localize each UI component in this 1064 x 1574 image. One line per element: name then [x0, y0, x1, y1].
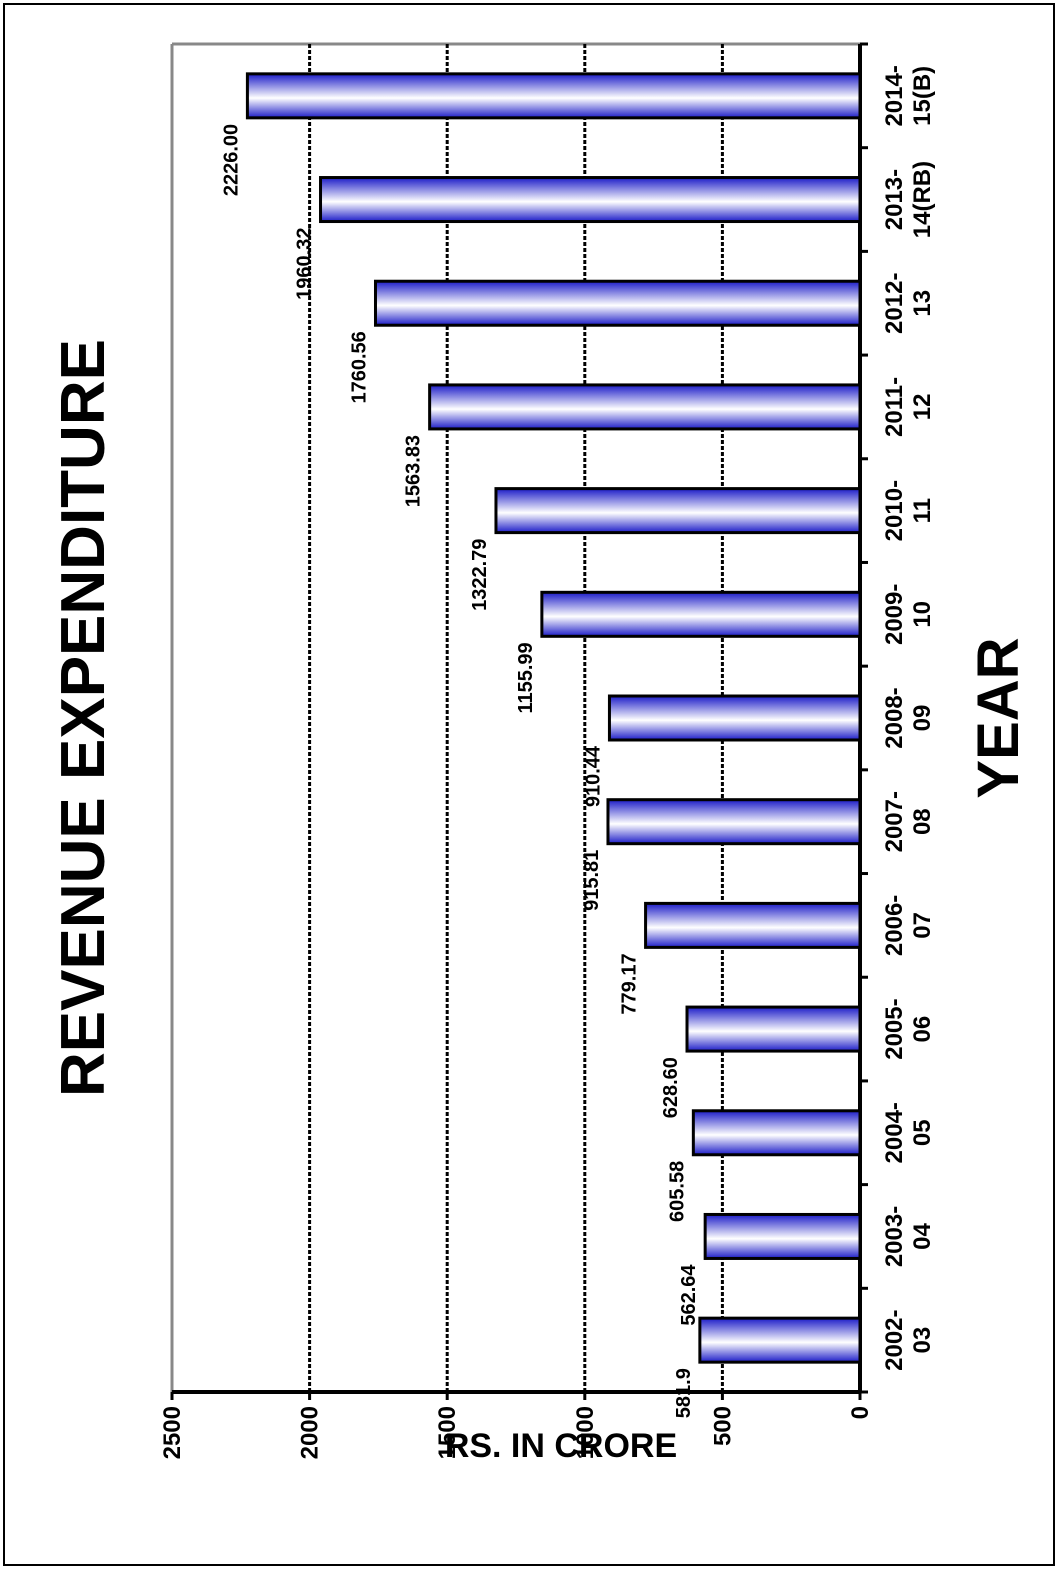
bar-7 [540, 590, 862, 638]
bar-6 [607, 694, 862, 742]
y-axis-label: RS. IN CRORE [445, 1427, 677, 1465]
x-axis-label: YEAR [966, 637, 1031, 798]
x-tick-label-year: 2013- [881, 169, 908, 230]
bar-value-label: 1960.32 [294, 228, 316, 300]
bar-value-label: 1563.83 [403, 435, 425, 507]
y-tick-label: 2000 [297, 1406, 324, 1459]
x-tick-label-suffix: 03 [909, 1327, 936, 1354]
x-tick-label-suffix: 04 [909, 1222, 936, 1249]
bar-value-label: 581.9 [673, 1368, 695, 1418]
bar-value-label: 779.17 [619, 953, 641, 1014]
x-tick-label-year: 2004- [881, 1102, 908, 1163]
bar-5 [606, 798, 862, 846]
x-tick-label-suffix: 10 [909, 601, 936, 628]
x-tick-label-year: 2011- [881, 377, 908, 437]
bar-2 [691, 1109, 862, 1157]
bar-value-label: 605.58 [666, 1161, 688, 1222]
bar-11 [319, 176, 862, 224]
x-tick-label-year: 2008- [881, 687, 908, 748]
bar-8 [494, 487, 862, 535]
x-tick-label-suffix: 14(RB) [909, 161, 936, 238]
bar-10 [373, 279, 862, 327]
bar-3 [685, 1005, 862, 1053]
x-tick-label-year: 2010- [881, 480, 908, 541]
bar-value-label: 2226.00 [220, 124, 242, 196]
x-tick-label-year: 2005- [881, 998, 908, 1059]
bar-value-label: 628.60 [660, 1057, 682, 1118]
y-tick-label: 500 [709, 1406, 736, 1446]
bar-value-label: 1322.79 [469, 539, 491, 611]
bar-value-label: 915.81 [581, 850, 603, 911]
bar-4 [644, 901, 862, 949]
y-tick-label: 1500 [434, 1406, 461, 1459]
bar-0 [698, 1316, 862, 1364]
x-tick-label-suffix: 11 [909, 498, 936, 523]
bar-value-label: 1155.99 [515, 642, 537, 713]
x-tick-label-year: 2009- [881, 584, 908, 645]
x-tick-label-suffix: 09 [909, 705, 936, 732]
y-tick-label: 2500 [159, 1406, 186, 1459]
x-tick-label-year: 2002- [881, 1309, 908, 1370]
x-tick-label-year: 2003- [881, 1206, 908, 1267]
chart-title: REVENUE EXPENDITURE [49, 339, 118, 1097]
bar-value-label: 1760.56 [348, 331, 370, 403]
x-tick-label-suffix: 06 [909, 1016, 936, 1043]
x-tick-label-suffix: 12 [909, 394, 936, 421]
x-tick-label-year: 2012- [881, 273, 908, 334]
bar-value-label: 910.44 [582, 745, 604, 807]
bar-12 [245, 72, 862, 120]
x-tick-label-suffix: 07 [909, 912, 936, 939]
bar-9 [428, 383, 862, 431]
bar-1 [703, 1212, 862, 1260]
x-tick-label-year: 2014- [881, 65, 908, 126]
bar-value-label: 562.64 [678, 1264, 700, 1326]
x-tick-label-suffix: 13 [909, 290, 936, 317]
x-tick-label-year: 2006- [881, 895, 908, 956]
x-tick-label-suffix: 05 [909, 1119, 936, 1146]
x-tick-label-suffix: 08 [909, 808, 936, 835]
y-tick-label: 1000 [572, 1406, 599, 1459]
x-tick-label-suffix: 15(B) [909, 66, 936, 126]
y-tick-label: 0 [847, 1406, 874, 1419]
chart-frame [3, 3, 1055, 1566]
x-tick-label-year: 2007- [881, 791, 908, 852]
